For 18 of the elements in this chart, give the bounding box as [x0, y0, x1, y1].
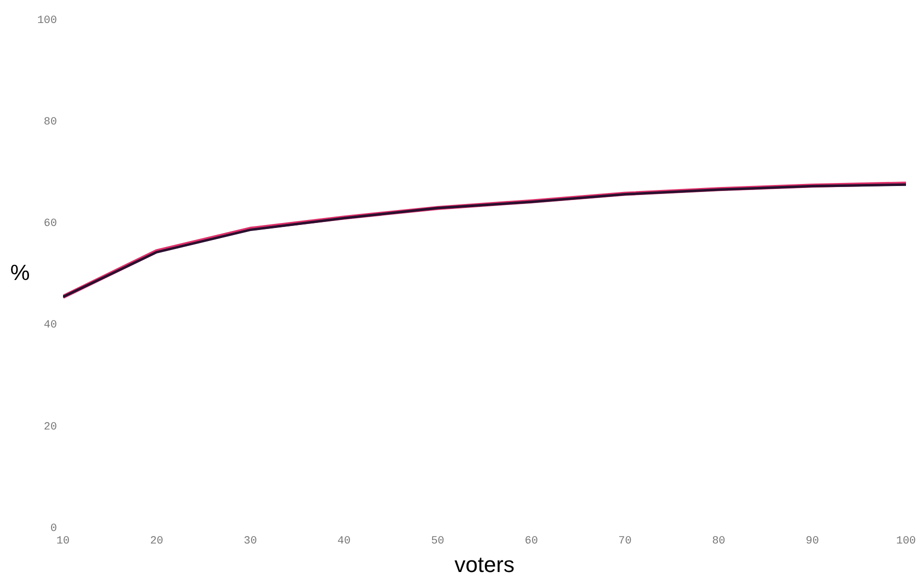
x-tick-label: 60 [524, 536, 538, 548]
y-tick-label: 80 [44, 116, 57, 129]
y-tick-label: 100 [37, 14, 57, 27]
x-tick-label: 80 [712, 536, 726, 548]
y-tick-label: 40 [44, 320, 57, 332]
y-tick-label: 60 [44, 218, 57, 230]
y-tick-label: 0 [50, 522, 57, 535]
x-tick-label: 20 [150, 536, 164, 548]
x-tick-label: 70 [618, 536, 632, 548]
x-tick-label: 100 [896, 536, 916, 548]
x-tick-label: 30 [244, 536, 257, 548]
y-tick-label: 20 [44, 421, 57, 434]
x-tick-label: 50 [431, 536, 444, 548]
x-tick-label: 90 [806, 536, 819, 548]
x-axis-title: voters [454, 552, 514, 577]
x-tick-label: 40 [337, 536, 351, 548]
y-axis-title: % [10, 260, 30, 286]
x-tick-label: 10 [56, 536, 70, 548]
